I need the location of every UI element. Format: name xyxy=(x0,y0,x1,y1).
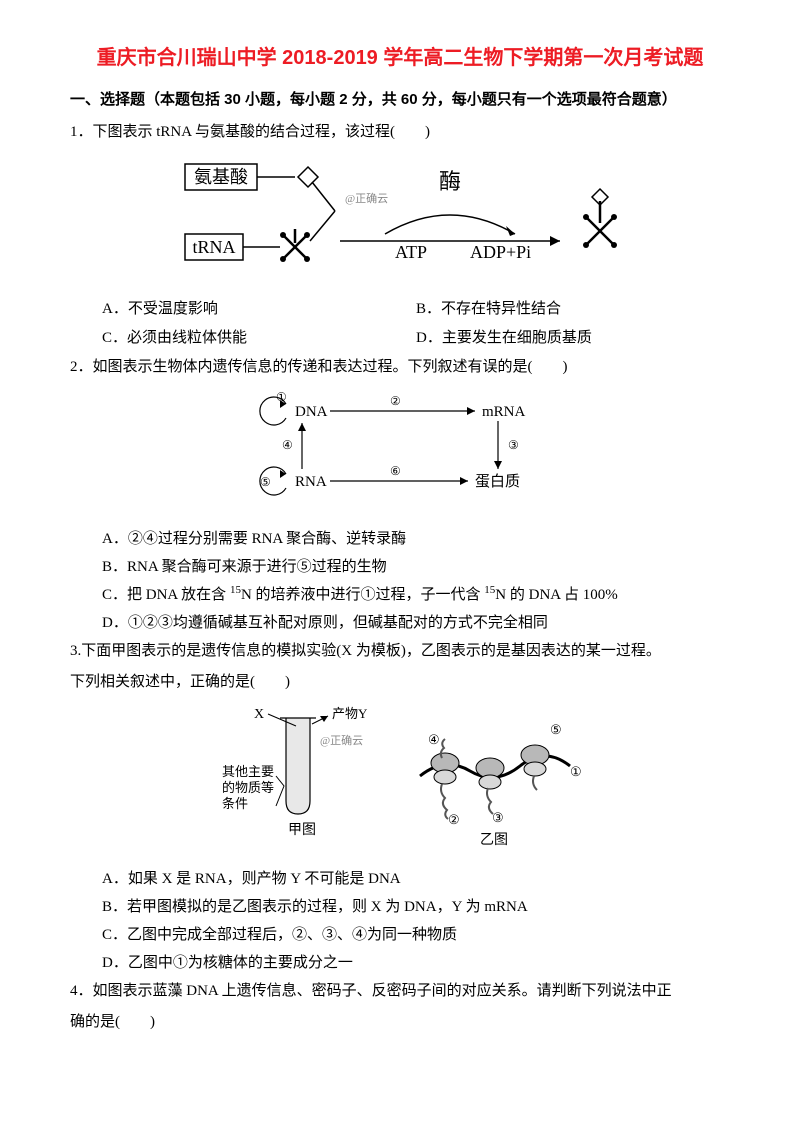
q2-dna: DNA xyxy=(295,404,328,420)
q3-figure: X 产物Y @正确云 其他主要 的物质等 条件 甲图 ① ② ③ xyxy=(70,706,730,856)
q3-l4: ④ xyxy=(428,732,440,747)
q2-optD: D．①②③均遵循碱基互补配对原则，但碱基配对的方式不完全相同 xyxy=(70,610,730,637)
q3-l2: ② xyxy=(448,812,460,827)
q2-mrna: mRNA xyxy=(482,404,526,420)
q1-adp: ADP+Pi xyxy=(470,242,531,262)
q3-optB: B．若甲图模拟的是乙图表示的过程，则 X 为 DNA，Y 为 mRNA xyxy=(70,894,730,921)
q1-aa-label: 氨基酸 xyxy=(194,167,248,187)
q2-optA: A．②④过程分别需要 RNA 聚合酶、逆转录酶 xyxy=(70,526,730,553)
q2-figure: ① DNA ② mRNA ④ ③ ⑤ RNA ⑥ 蛋白质 xyxy=(70,391,730,516)
q1-row1: A．不受温度影响 B．不存在特异性结合 xyxy=(70,296,730,323)
q3-l1: ① xyxy=(570,764,582,779)
q2-protein: 蛋白质 xyxy=(475,473,520,490)
q3-stem2: 下列相关叙述中，正确的是( ) xyxy=(70,669,730,696)
q1-optD: D．主要发生在细胞质基质 xyxy=(416,325,730,352)
q2-optB: B．RNA 聚合酶可来源于进行⑤过程的生物 xyxy=(70,554,730,581)
q1-trna-label: tRNA xyxy=(192,237,235,257)
q3-y: 产物Y xyxy=(332,706,368,721)
q2-l3: ③ xyxy=(508,438,519,452)
q4-stem2: 确的是( ) xyxy=(70,1009,730,1036)
q1-optC: C．必须由线粒体供能 xyxy=(102,325,416,352)
q4-stem1: 4．如图表示蓝藻 DNA 上遗传信息、密码子、反密码子间的对应关系。请判断下列说… xyxy=(70,978,730,1005)
q2-stem: 2．如图表示生物体内遗传信息的传递和表达过程。下列叙述有误的是( ) xyxy=(70,354,730,381)
q3-optC: C．乙图中完成全部过程后，②、③、④为同一种物质 xyxy=(70,922,730,949)
section-heading: 一、选择题（本题包括 30 小题，每小题 2 分，共 60 分，每小题只有一个选… xyxy=(70,86,730,113)
q2-l6: ⑥ xyxy=(390,464,401,478)
q3-other2: 的物质等 xyxy=(222,780,274,795)
q1-optB: B．不存在特异性结合 xyxy=(416,296,730,323)
q2-rna: RNA xyxy=(295,474,327,490)
q3-cap1: 甲图 xyxy=(288,823,316,838)
q3-x: X xyxy=(254,707,264,722)
q1-enzyme: 酶 xyxy=(439,169,461,194)
q2-optC: C．把 DNA 放在含 15N 的培养液中进行①过程，子一代含 15N 的 DN… xyxy=(70,582,730,609)
q3-l5: ⑤ xyxy=(550,722,562,737)
q3-l3: ③ xyxy=(492,810,504,825)
q3-other1: 其他主要 xyxy=(222,764,274,779)
q1-watermark: @正确云 xyxy=(345,192,388,205)
q3-optA: A．如果 X 是 RNA，则产物 Y 不可能是 DNA xyxy=(70,866,730,893)
q1-atp: ATP xyxy=(395,242,427,262)
q3-wm: @正确云 xyxy=(320,734,363,747)
q1-figure: 氨基酸 tRNA @正确云 酶 ATP ADP+Pi xyxy=(70,156,730,286)
page-title: 重庆市合川瑞山中学 2018-2019 学年高二生物下学期第一次月考试题 xyxy=(70,40,730,76)
q1-stem: 1．下图表示 tRNA 与氨基酸的结合过程，该过程( ) xyxy=(70,119,730,146)
q2-l1: ① xyxy=(276,391,287,404)
q3-stem1: 3.下面甲图表示的是遗传信息的模拟实验(X 为模板)，乙图表示的是基因表达的某一… xyxy=(70,638,730,665)
q3-optD: D．乙图中①为核糖体的主要成分之一 xyxy=(70,950,730,977)
q1-optA: A．不受温度影响 xyxy=(102,296,416,323)
q3-cap2: 乙图 xyxy=(480,832,508,846)
q3-other3: 条件 xyxy=(222,796,248,811)
q2-l4: ④ xyxy=(282,438,293,452)
q2-l2: ② xyxy=(390,394,401,408)
q1-row2: C．必须由线粒体供能 D．主要发生在细胞质基质 xyxy=(70,325,730,352)
q2-l5: ⑤ xyxy=(260,475,271,489)
